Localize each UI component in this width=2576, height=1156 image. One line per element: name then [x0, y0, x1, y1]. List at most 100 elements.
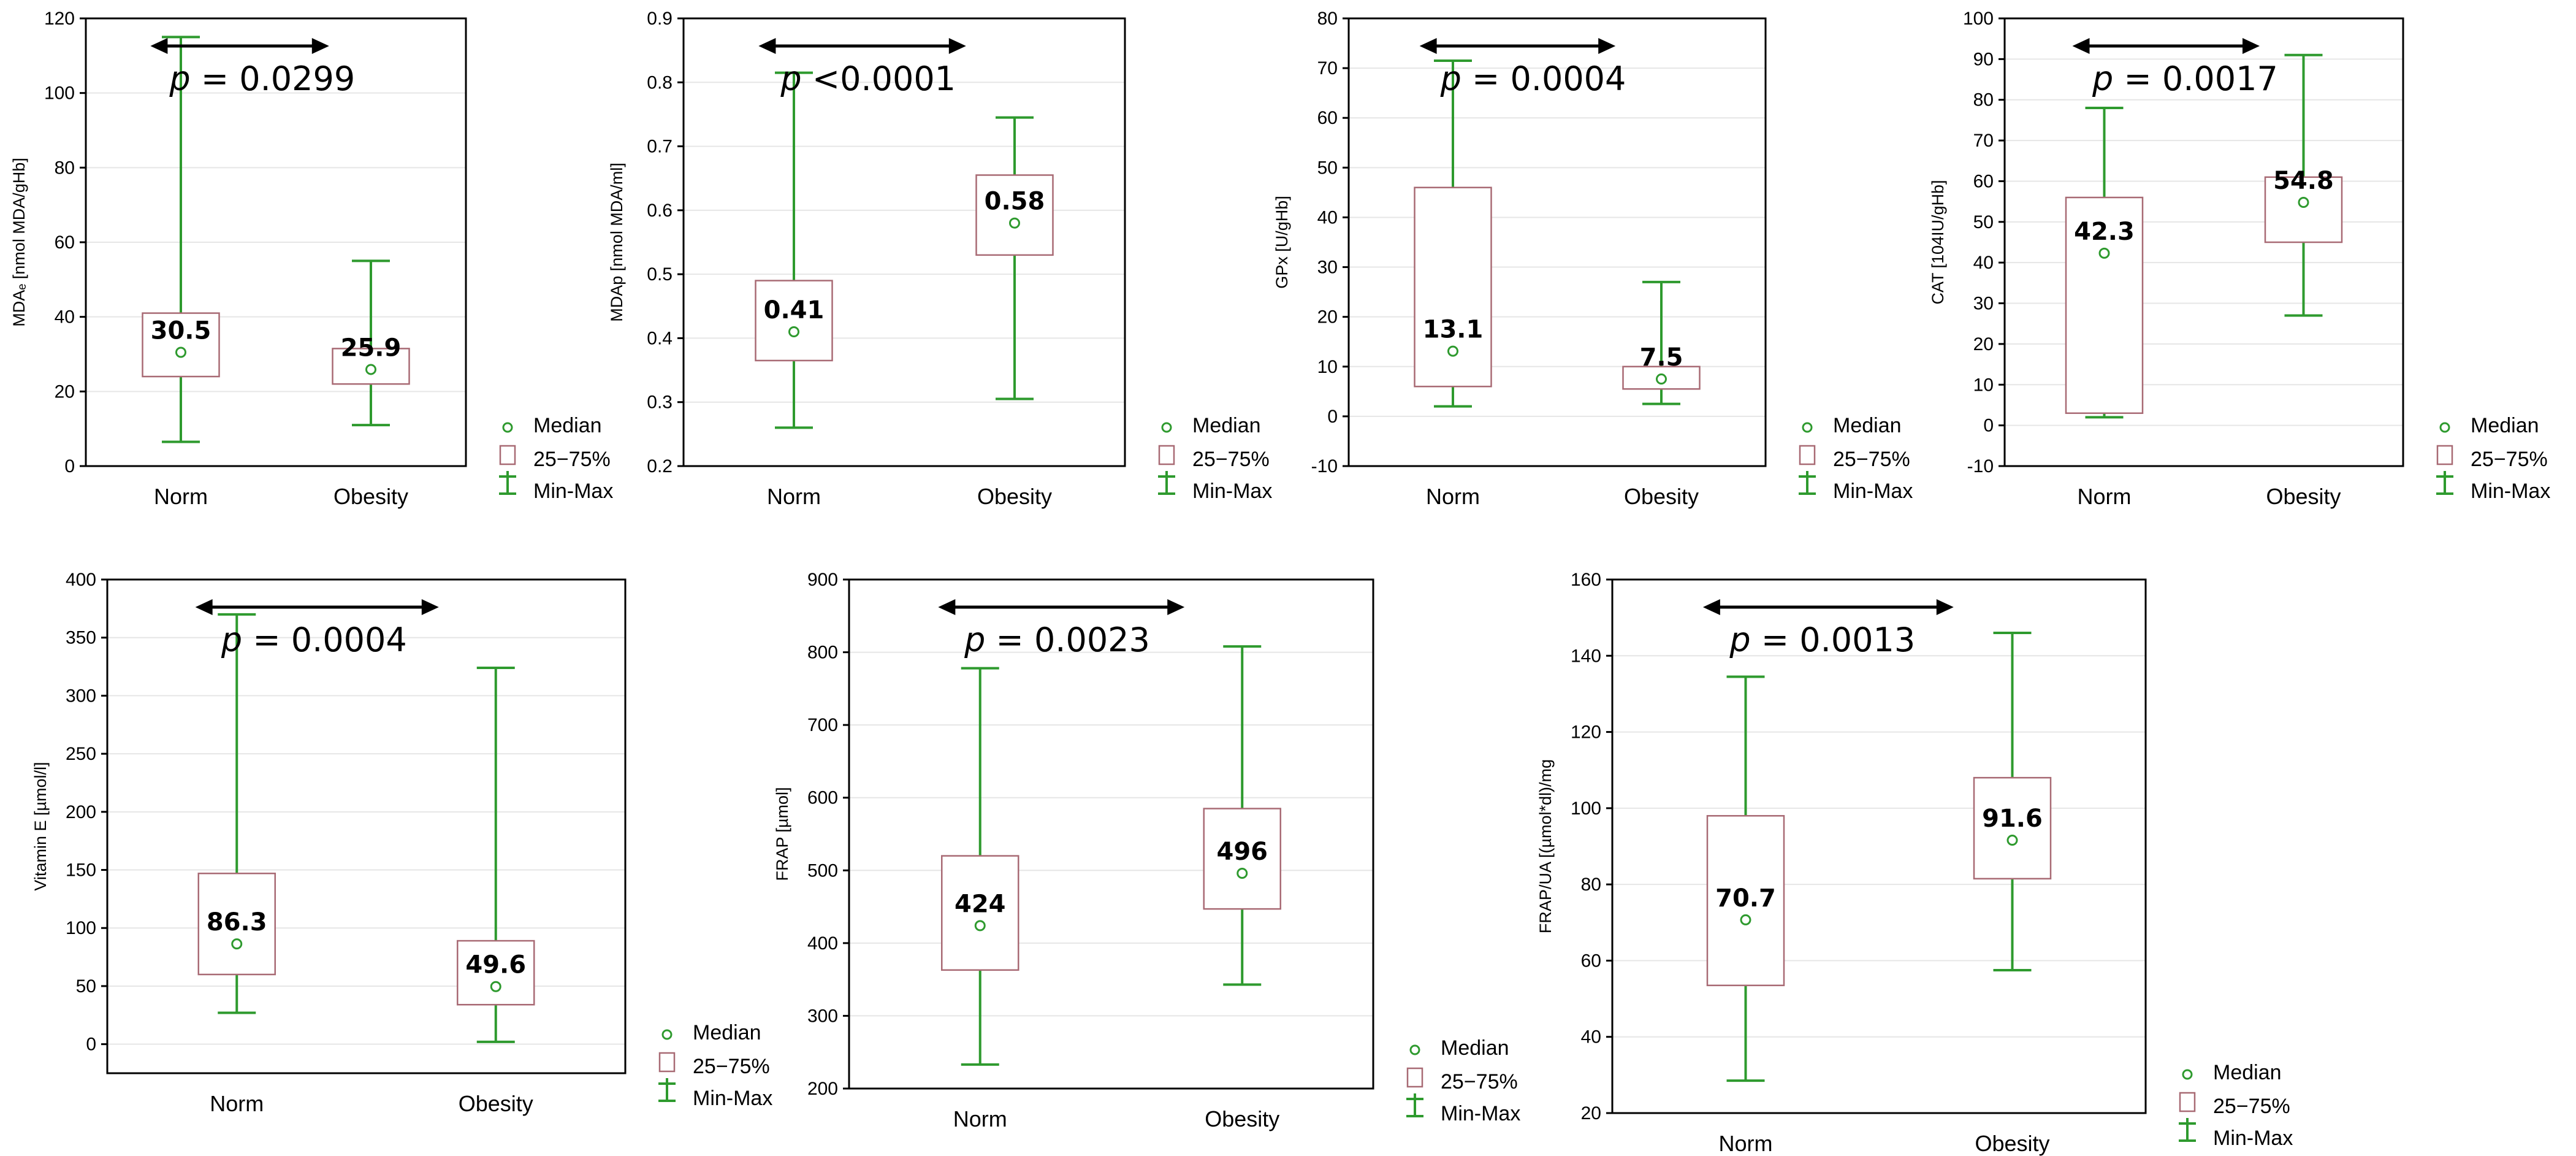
x-category-label: Obesity — [977, 484, 1052, 509]
y-tick-label: 40 — [1317, 207, 1338, 228]
plot-frame — [85, 17, 467, 467]
p-symbol: p — [221, 621, 242, 659]
legend-iqr-label: 25−75% — [2471, 448, 2548, 471]
y-tick-label: 400 — [66, 570, 96, 590]
median-label: 70.7 — [1715, 884, 1776, 913]
chart-panel-4: -10 0 10 20 30 40 50 60 70 80 90 100 CAT [104IU/gHb]… — [1929, 9, 2550, 509]
p-value: <0.0001 — [802, 59, 956, 98]
arrow-head-left — [2072, 38, 2090, 54]
y-tick-label: 10 — [1317, 357, 1338, 377]
legend-iqr-label: 25−75% — [1192, 448, 1270, 471]
median-marker — [788, 326, 799, 337]
p-symbol: p — [169, 59, 190, 98]
plot-frame — [682, 17, 1126, 467]
legend-median-icon — [1802, 422, 1813, 433]
y-tick-label: 50 — [1973, 212, 1994, 232]
median-label: 91.6 — [1982, 805, 2043, 833]
legend-median-label: Median — [693, 1021, 761, 1044]
chart-panel-3: -10 0 10 20 30 40 50 60 70 80 GPx [U/gHb] 13.1 Norm 7… — [1273, 9, 1913, 509]
iqr-box — [755, 280, 833, 362]
x-category-label: Norm — [2078, 484, 2132, 509]
y-tick-label: 0 — [1983, 416, 1994, 436]
legend-iqr-icon — [499, 445, 516, 465]
median-marker — [2006, 835, 2018, 846]
median-label: 496 — [1217, 838, 1268, 866]
y-axis-label: CAT [104IU/gHb] — [1929, 180, 1947, 304]
chart-panel-1: 0 20 40 60 80 100 120 MDAₑ [nmol MDA/gHb] 30.5 No… — [10, 9, 613, 509]
y-tick-label: 700 — [807, 715, 838, 735]
p-value: = 0.0004 — [242, 621, 407, 659]
median-label: 0.41 — [764, 296, 825, 324]
plot-frame — [1347, 17, 1767, 467]
median-label: 25.9 — [341, 334, 402, 362]
significance-arrow — [150, 38, 329, 54]
arrow-head-right — [2243, 38, 2260, 54]
legend-median-label: Median — [1192, 414, 1261, 437]
y-tick-label: 0.9 — [647, 9, 673, 29]
x-category-label: Obesity — [1975, 1131, 2049, 1156]
legend-iqr-icon — [1799, 445, 1816, 465]
x-category-label: Norm — [1719, 1131, 1773, 1156]
y-axis-label: FRAP [µmol] — [773, 787, 791, 881]
y-tick-label: 80 — [1973, 90, 1994, 110]
legend-median-icon — [502, 422, 513, 433]
y-tick-label: 20 — [1581, 1103, 1601, 1123]
median-label: 424 — [955, 890, 1006, 918]
box-norm: 13.1 — [1414, 59, 1492, 408]
x-category-label: Norm — [210, 1091, 264, 1116]
arrow-head-left — [195, 599, 213, 615]
y-tick-label: 100 — [1963, 9, 1994, 29]
y-tick-label: 0.5 — [647, 264, 673, 285]
y-tick-label: 70 — [1317, 58, 1338, 78]
y-tick-label: 500 — [807, 860, 838, 881]
median-label: 7.5 — [1640, 343, 1683, 372]
iqr-box — [941, 855, 1019, 971]
y-tick-label: 140 — [1571, 646, 1601, 666]
iqr-box — [975, 174, 1054, 256]
median-label: 0.58 — [985, 188, 1045, 216]
box-norm: 30.5 — [142, 36, 220, 443]
arrow-head-left — [1419, 38, 1437, 54]
y-tick-label: 120 — [44, 9, 75, 29]
median-marker — [490, 981, 501, 992]
median-marker — [231, 938, 243, 950]
p-symbol: p — [780, 59, 801, 98]
y-tick-label: 60 — [55, 232, 75, 253]
chart-panel-6: 200 300 400 500 600 700 800 900 FRAP [µmol] 424 No… — [773, 570, 1520, 1131]
x-category-label: Obesity — [459, 1091, 533, 1116]
p-value-label: p = 0.0013 — [1729, 621, 1915, 659]
y-tick-label: 0.4 — [647, 328, 673, 348]
legend-range-label: Min-Max — [2213, 1127, 2293, 1150]
median-marker — [1009, 217, 1020, 229]
median-marker — [1740, 914, 1751, 925]
x-category-label: Norm — [154, 484, 208, 509]
y-tick-label: 300 — [807, 1006, 838, 1026]
legend-iqr-label: 25−75% — [2213, 1095, 2290, 1118]
arrow-head-left — [1702, 599, 1720, 615]
y-tick-label: 0 — [86, 1035, 96, 1055]
p-symbol: p — [1729, 621, 1750, 659]
legend-median-icon — [661, 1029, 673, 1040]
box-obesity: 7.5 — [1622, 280, 1701, 405]
box-obesity: 496 — [1203, 645, 1281, 986]
median-marker — [1656, 373, 1667, 385]
median-marker — [974, 920, 986, 932]
iqr-box — [1706, 815, 1785, 987]
legend-median-icon — [1161, 422, 1172, 433]
p-value-label: p = 0.0004 — [221, 621, 407, 659]
median-label: 49.6 — [465, 951, 526, 979]
y-tick-label: 50 — [76, 976, 96, 997]
median-marker — [1447, 345, 1458, 357]
legend-iqr-icon — [658, 1052, 676, 1073]
iqr-box — [2264, 176, 2343, 243]
p-symbol: p — [1440, 59, 1461, 98]
x-category-label: Obesity — [1205, 1106, 1279, 1131]
y-tick-label: 30 — [1317, 258, 1338, 278]
iqr-box — [142, 312, 220, 378]
x-category-label: Norm — [1426, 484, 1480, 509]
y-axis-label: MDAp [nmol MDA/ml] — [608, 163, 626, 322]
legend-iqr-icon — [2436, 445, 2453, 465]
legend-range-label: Min-Max — [1441, 1102, 1520, 1125]
arrow-head-right — [421, 599, 439, 615]
x-category-label: Obesity — [1624, 484, 1699, 509]
